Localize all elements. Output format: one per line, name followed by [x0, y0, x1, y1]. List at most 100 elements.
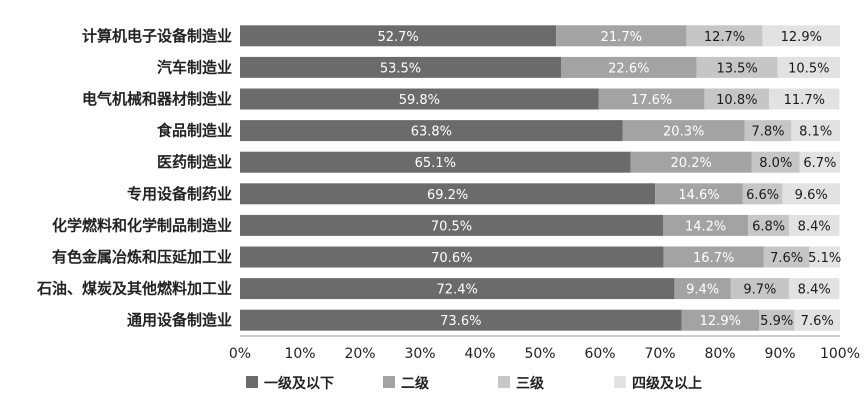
data-label: 10.8%: [716, 93, 757, 108]
data-label: 8.4%: [798, 283, 831, 298]
data-label: 14.6%: [678, 188, 719, 203]
data-label: 7.6%: [770, 251, 803, 266]
bar-segment: [663, 246, 764, 268]
bar-segment: [240, 278, 675, 300]
bar-segment: [748, 214, 789, 236]
data-label: 12.9%: [781, 30, 822, 45]
bar-segment: [240, 183, 656, 205]
data-label: 11.7%: [784, 93, 825, 108]
data-label: 12.7%: [704, 30, 745, 45]
category-label: 专用设备制药业: [127, 185, 232, 203]
data-label: 14.2%: [685, 219, 726, 234]
x-tick-label: 40%: [464, 346, 495, 362]
bar-segment: [744, 120, 792, 142]
bars-group: 52.7% 21.7% 12.7% 12.9% 53.5% 22.6% 13.5% 10.5%…: [240, 25, 841, 331]
bar-segment: [769, 88, 840, 110]
data-label: 63.8%: [411, 125, 452, 140]
data-label: 8.0%: [759, 156, 792, 171]
bar-segment: [799, 151, 840, 173]
data-label: 6.7%: [803, 156, 836, 171]
data-label: 16.7%: [693, 251, 734, 266]
legend-label: 一级及以下: [264, 375, 334, 392]
x-tick-label: 90%: [764, 346, 795, 362]
bar-segment: [789, 214, 840, 236]
category-label: 计算机电子设备制造业: [82, 27, 232, 45]
data-label: 70.6%: [431, 251, 472, 266]
data-label: 9.4%: [686, 283, 719, 298]
legend-swatch: [383, 376, 395, 388]
data-label: 7.8%: [751, 125, 784, 140]
bar-segment: [791, 120, 840, 142]
data-label: 9.6%: [795, 188, 828, 203]
bar-segment: [704, 88, 770, 110]
category-label: 有色金属冶炼和压延加工业: [52, 248, 232, 266]
bar-segment: [561, 56, 697, 78]
data-label: 12.9%: [700, 314, 741, 329]
bar-segment: [240, 88, 599, 110]
bar-segment: [240, 56, 561, 78]
legend-swatch: [614, 376, 626, 388]
x-tick-label: 10%: [284, 346, 315, 362]
x-tick-label: 20%: [344, 346, 375, 362]
bar-segment: [762, 25, 840, 47]
bar-segment: [630, 151, 752, 173]
bar-segment: [742, 183, 783, 205]
data-label: 10.5%: [788, 61, 829, 76]
x-tick-label: 80%: [704, 346, 735, 362]
data-label: 8.4%: [798, 219, 831, 234]
category-label: 医药制造业: [157, 153, 232, 171]
data-label: 17.6%: [631, 93, 672, 108]
data-label: 6.8%: [752, 219, 785, 234]
bar-segment: [240, 246, 664, 268]
data-label: 13.5%: [716, 61, 757, 76]
bar-segment: [674, 278, 731, 300]
x-tick-label: 100%: [820, 346, 860, 362]
bar-segment: [663, 214, 749, 236]
category-label: 石油、煤炭及其他燃料加工业: [36, 280, 232, 298]
legend-swatch: [498, 376, 510, 388]
data-label: 59.8%: [399, 93, 440, 108]
data-label: 22.6%: [608, 61, 649, 76]
data-label: 70.5%: [431, 219, 472, 234]
bar-segment: [681, 309, 759, 331]
legend: 一级及以下 二级 三级 四级及以上: [246, 375, 702, 392]
data-label: 6.6%: [746, 188, 779, 203]
bar-segment: [240, 214, 663, 236]
category-label: 食品制造业: [157, 122, 232, 140]
x-tick-label: 0%: [229, 346, 251, 362]
legend-label: 二级: [401, 375, 430, 392]
legend-label: 三级: [516, 375, 545, 392]
bar-segment: [240, 309, 682, 331]
data-label: 72.4%: [437, 283, 478, 298]
x-axis: 0% 10% 20% 30% 40% 50% 60% 70% 80% 90% 100%: [229, 335, 860, 362]
category-label: 化学燃料和化学制品制造业: [52, 216, 232, 234]
bar-segment: [655, 183, 743, 205]
data-label: 5.1%: [808, 251, 841, 266]
bar-segment: [686, 25, 763, 47]
legend-swatch: [246, 376, 258, 388]
data-label: 53.5%: [380, 61, 421, 76]
bar-segment: [759, 309, 795, 331]
x-tick-label: 60%: [584, 346, 615, 362]
category-label: 汽车制造业: [157, 58, 232, 76]
data-label: 52.7%: [377, 30, 418, 45]
category-label: 电气机械和器材制造业: [82, 90, 232, 108]
data-label: 69.2%: [427, 188, 468, 203]
bar-segment: [240, 25, 557, 47]
bar-segment: [789, 278, 840, 300]
x-tick-label: 30%: [404, 346, 435, 362]
bar-segment: [777, 56, 840, 78]
bar-segment: [730, 278, 789, 300]
data-label: 9.7%: [743, 283, 776, 298]
x-tick-label: 50%: [524, 346, 555, 362]
bar-segment: [794, 309, 840, 331]
data-label: 7.6%: [801, 314, 834, 329]
category-label: 通用设备制造业: [127, 311, 232, 329]
bar-segment: [809, 246, 840, 268]
bar-segment: [240, 151, 631, 173]
bar-segment: [598, 88, 705, 110]
bar-segment: [556, 25, 687, 47]
x-tick-label: 70%: [644, 346, 675, 362]
data-label: 8.1%: [799, 125, 832, 140]
